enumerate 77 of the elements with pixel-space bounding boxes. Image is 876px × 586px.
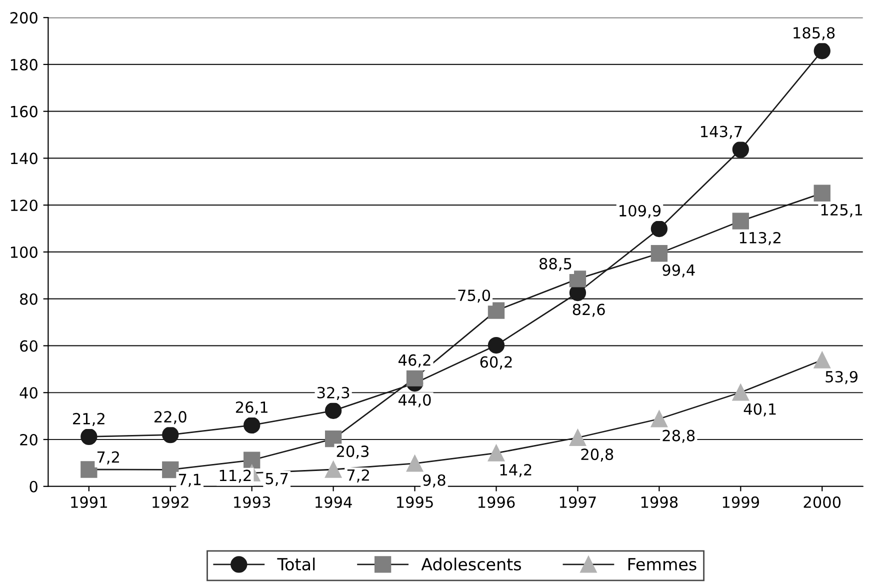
data-label: 9,8 (423, 474, 446, 488)
point (814, 42, 830, 60)
data-label: 20,8 (581, 448, 614, 462)
data-label: 82,6 (572, 304, 605, 317)
point (406, 370, 424, 386)
point (324, 430, 342, 448)
y-tick-label: 60 (20, 340, 38, 352)
y-tick-label: 120 (10, 200, 38, 212)
data-label: 14,2 (500, 464, 532, 478)
point (732, 384, 749, 401)
y-tick-label: 200 (10, 12, 38, 24)
data-label: 46,2 (398, 354, 430, 368)
y-tick-label: 40 (20, 387, 38, 399)
point (406, 455, 424, 472)
point (244, 416, 260, 434)
point (650, 220, 668, 238)
x-tick-label: 1998 (641, 496, 678, 508)
x-tick-label: 1997 (560, 496, 596, 508)
point (488, 302, 505, 319)
data-label: 109,9 (620, 204, 661, 218)
point (488, 336, 505, 354)
point (162, 461, 179, 478)
y-tick-label: 140 (10, 152, 38, 164)
x-tick-label: 2000 (804, 496, 841, 508)
point (732, 141, 749, 158)
data-label: 11,2 (220, 470, 251, 483)
legend-label: Femmes (628, 558, 696, 571)
data-label: 7,1 (178, 474, 201, 487)
point (488, 444, 505, 462)
point (162, 426, 179, 444)
x-tick-label: 1996 (478, 496, 515, 508)
data-label: 5,7 (266, 473, 288, 486)
y-tick-label: 180 (10, 58, 38, 70)
point (569, 270, 586, 288)
point (80, 428, 98, 446)
legend-label: Total (277, 558, 315, 571)
point (814, 184, 830, 202)
data-label: 44,0 (398, 394, 431, 408)
data-label: 40,1 (744, 403, 776, 416)
data-label: 21,2 (73, 412, 104, 426)
x-tick-label: 1993 (234, 496, 270, 508)
data-label: 32,3 (317, 386, 350, 400)
data-label: 125,1 (821, 204, 862, 218)
data-label: 20,3 (336, 446, 369, 459)
point (650, 245, 668, 262)
data-label: 28,8 (662, 430, 695, 443)
x-tick-label: 1991 (71, 496, 107, 508)
x-tick-label: 1999 (722, 496, 760, 508)
point (650, 410, 668, 428)
x-tick-label: 1995 (397, 496, 433, 508)
point (569, 429, 586, 446)
data-label: 60,2 (480, 356, 512, 370)
data-label: 22,0 (154, 411, 186, 424)
point (732, 212, 749, 230)
point (324, 461, 342, 478)
point (324, 402, 342, 420)
y-tick-label: 0 (30, 480, 38, 492)
y-tick-label: 80 (20, 293, 38, 305)
y-tick-label: 20 (20, 434, 38, 446)
data-label: 75,0 (458, 290, 490, 303)
y-tick-label: 100 (10, 246, 38, 258)
y-tick-label: 160 (10, 106, 38, 118)
data-label: 99,4 (662, 264, 695, 278)
point (244, 452, 260, 468)
data-label: 88,5 (540, 258, 572, 272)
data-label: 113,2 (740, 232, 780, 246)
point (814, 352, 830, 368)
data-label: 7,2 (97, 451, 119, 464)
data-label: 53,9 (826, 370, 858, 384)
point (80, 461, 98, 478)
x-tick-label: 1994 (316, 496, 352, 508)
legend-label: Adolescents (421, 558, 521, 571)
data-label: 185,8 (794, 27, 835, 40)
data-label: 26,1 (236, 401, 268, 415)
data-label: 143,7 (701, 126, 742, 139)
x-tick-label: 1992 (152, 496, 188, 508)
data-label: 7,2 (347, 469, 369, 482)
